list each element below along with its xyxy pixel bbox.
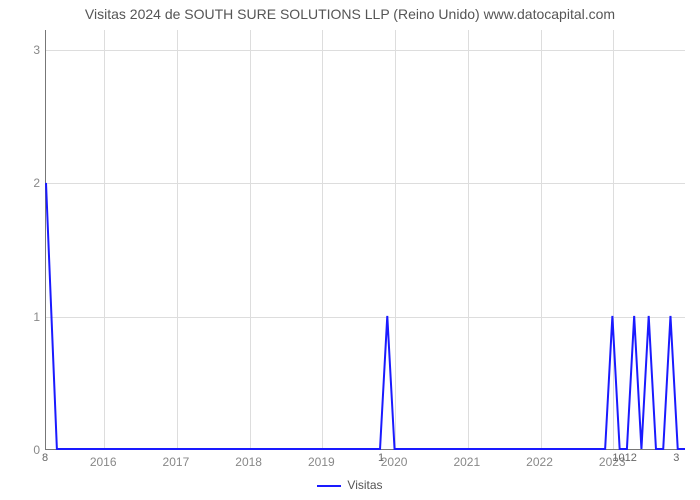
legend-label: Visitas xyxy=(347,478,382,492)
point-label: 1012 xyxy=(612,452,636,464)
y-tick-label: 2 xyxy=(10,176,40,190)
legend-swatch xyxy=(317,485,341,487)
x-tick-label: 2022 xyxy=(526,455,553,469)
line-series xyxy=(46,30,685,449)
y-tick-label: 0 xyxy=(10,443,40,457)
point-label: 8 xyxy=(42,452,48,464)
x-tick-label: 2021 xyxy=(453,455,480,469)
x-tick-label: 2019 xyxy=(308,455,335,469)
point-label: 1 xyxy=(378,452,384,464)
point-label: 3 xyxy=(673,452,679,464)
x-tick-label: 2018 xyxy=(235,455,262,469)
series-line xyxy=(46,183,685,449)
chart-container: Visitas 2024 de SOUTH SURE SOLUTIONS LLP… xyxy=(0,0,700,500)
x-tick-label: 2016 xyxy=(90,455,117,469)
x-tick-label: 2020 xyxy=(381,455,408,469)
legend: Visitas xyxy=(0,478,700,492)
y-tick-label: 1 xyxy=(10,310,40,324)
x-tick-label: 2017 xyxy=(163,455,190,469)
y-tick-label: 3 xyxy=(10,43,40,57)
chart-title: Visitas 2024 de SOUTH SURE SOLUTIONS LLP… xyxy=(0,6,700,22)
plot-area xyxy=(45,30,685,450)
